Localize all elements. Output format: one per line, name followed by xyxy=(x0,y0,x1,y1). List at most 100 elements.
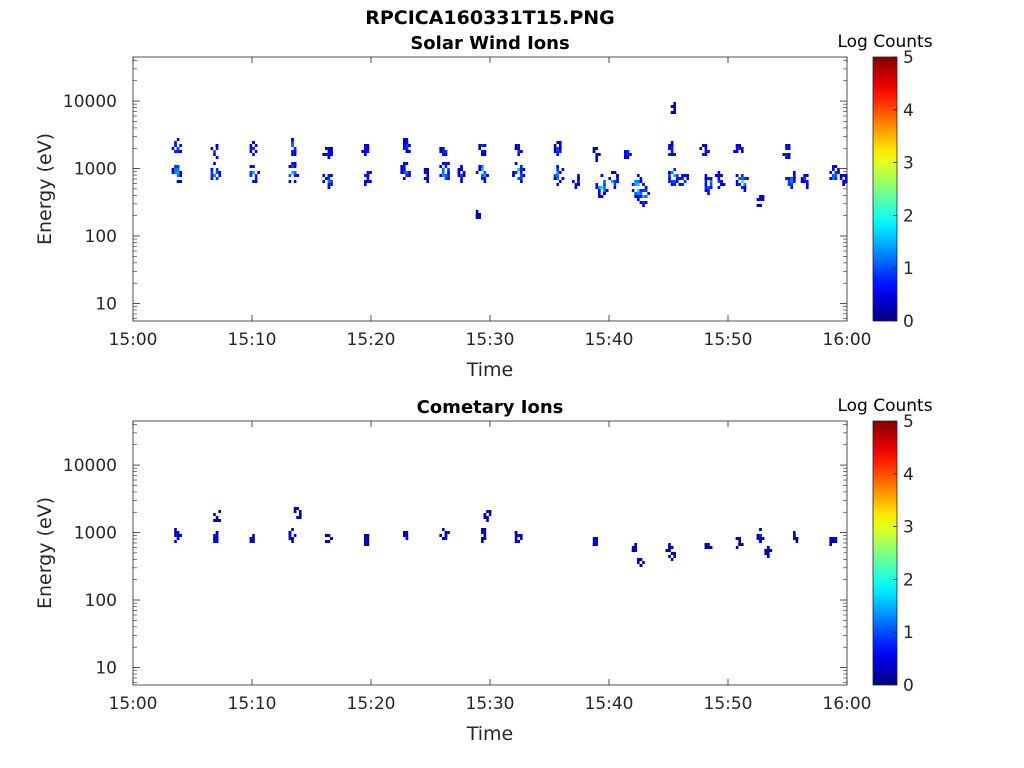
panel2-pixel xyxy=(325,540,328,543)
panel1-blob xyxy=(553,165,565,186)
panel2-pixel xyxy=(215,534,219,537)
panel1-pixel xyxy=(642,204,645,207)
panel1-pixel xyxy=(174,150,177,153)
panel1-pixel xyxy=(426,180,429,183)
panel1-colorbar-tick-label: 4 xyxy=(903,101,914,121)
panel2-blob xyxy=(637,558,645,567)
panel2-pixel xyxy=(213,540,216,543)
panel1-pixel xyxy=(556,177,559,180)
panel1-pixel xyxy=(717,180,721,183)
panel1-pixel xyxy=(722,183,726,186)
panel1-pixel xyxy=(364,183,367,186)
panel2-pixel xyxy=(215,531,219,534)
panel2-pixel xyxy=(291,540,294,543)
panel2-blob xyxy=(249,534,255,543)
panel1-blob xyxy=(800,174,809,189)
panel2-pixel xyxy=(832,537,835,540)
panel1-pixel xyxy=(759,198,762,201)
panel1-pixel xyxy=(423,171,427,174)
panel1-pixel xyxy=(517,177,520,180)
panel1-pixel xyxy=(741,180,744,183)
panel1-pixel xyxy=(481,174,484,177)
panel1-pixel xyxy=(174,168,177,171)
panel1-pixel xyxy=(291,138,294,141)
panel1-pixel xyxy=(325,153,328,156)
panel1-pixel xyxy=(213,153,216,156)
panel1-pixel xyxy=(741,174,744,177)
panel2-pixel xyxy=(252,534,255,537)
panel1-blob xyxy=(439,162,450,180)
panel1-pixel xyxy=(483,180,487,183)
panel1-pixel xyxy=(400,168,403,171)
panel1-pixel xyxy=(605,189,609,192)
panel1-pixel xyxy=(644,195,648,198)
panel1-pixel xyxy=(595,159,598,162)
panel1-ytick-label: 10 xyxy=(95,294,117,314)
panel1-pixel xyxy=(668,180,671,183)
panel2-pixel xyxy=(442,528,445,531)
panel1-pixel xyxy=(709,183,713,186)
panel1-pixel xyxy=(637,174,640,177)
panel1-pixel xyxy=(403,165,406,168)
panel1-title: Solar Wind Ions xyxy=(410,33,569,54)
panel2-pixel xyxy=(403,534,406,537)
panel1-pixel xyxy=(800,180,804,183)
panel1-pixel xyxy=(600,195,604,198)
panel1-blob xyxy=(171,165,182,183)
panel1-pixel xyxy=(806,180,809,183)
panel1-blob xyxy=(403,138,411,153)
panel1-blob xyxy=(514,144,523,156)
panel1-pixel xyxy=(683,174,687,177)
panel1-pixel xyxy=(478,216,481,219)
panel1-pixel xyxy=(717,177,721,180)
panel1-pixel xyxy=(517,150,520,153)
panel2-xtick-label: 15:40 xyxy=(585,694,634,714)
panel1-pixel xyxy=(249,150,253,153)
panel1-pixel xyxy=(803,180,806,183)
panel1-pixel xyxy=(676,177,679,180)
panel2-pixel xyxy=(834,540,838,543)
panel1-pixel xyxy=(291,144,294,147)
panel1-pixel xyxy=(598,186,601,189)
panel1-pixel xyxy=(179,171,182,174)
panel1-pixel xyxy=(839,174,843,177)
panel1-pixel xyxy=(702,153,705,156)
panel2-pixel xyxy=(670,546,674,549)
panel1-pixel xyxy=(330,174,333,177)
panel1-pixel xyxy=(785,147,788,150)
panel2-pixel xyxy=(709,546,713,549)
panel1-pixel xyxy=(785,177,788,180)
panel1-pixel xyxy=(460,177,463,180)
panel1-pixel xyxy=(577,183,580,186)
panel2-pixel xyxy=(366,534,370,537)
panel2-pixel xyxy=(444,534,448,537)
panel1-pixel xyxy=(293,180,297,183)
panel1-pixel xyxy=(364,153,367,156)
panel1-pixel xyxy=(782,153,786,156)
panel1-pixel xyxy=(254,180,258,183)
panel1-pixel xyxy=(447,168,450,171)
panel1-pixel xyxy=(673,102,676,105)
panel2-pixel xyxy=(288,531,292,534)
panel1-pixel xyxy=(327,147,331,150)
panel1-pixel xyxy=(291,171,294,174)
panel2-pixel xyxy=(447,531,450,534)
panel2-pixel xyxy=(514,537,518,540)
panel1-pixel xyxy=(327,156,331,159)
panel2-pixel xyxy=(639,558,643,561)
panel1-pixel xyxy=(561,177,565,180)
panel1-pixel xyxy=(704,183,708,186)
panel2-pixel xyxy=(174,528,177,531)
panel1-pixel xyxy=(322,153,325,156)
panel1-pixel xyxy=(254,150,258,153)
panel1-pixel xyxy=(647,192,650,195)
panel1-pixel xyxy=(676,174,679,177)
panel1-pixel xyxy=(600,186,604,189)
panel1-pixel xyxy=(442,171,445,174)
panel1-pixel xyxy=(556,183,559,186)
panel1-pixel xyxy=(330,147,333,150)
panel2-blob xyxy=(213,531,219,543)
panel1-pixel xyxy=(483,171,487,174)
panel1-xlabel: Time xyxy=(466,359,514,381)
